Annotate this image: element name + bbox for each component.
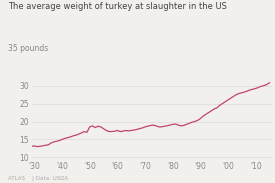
Text: ATLAS    | Data: USDA: ATLAS | Data: USDA [8,176,68,181]
Text: 35 pounds: 35 pounds [8,44,48,53]
Text: The average weight of turkey at slaughter in the US: The average weight of turkey at slaughte… [8,2,227,11]
